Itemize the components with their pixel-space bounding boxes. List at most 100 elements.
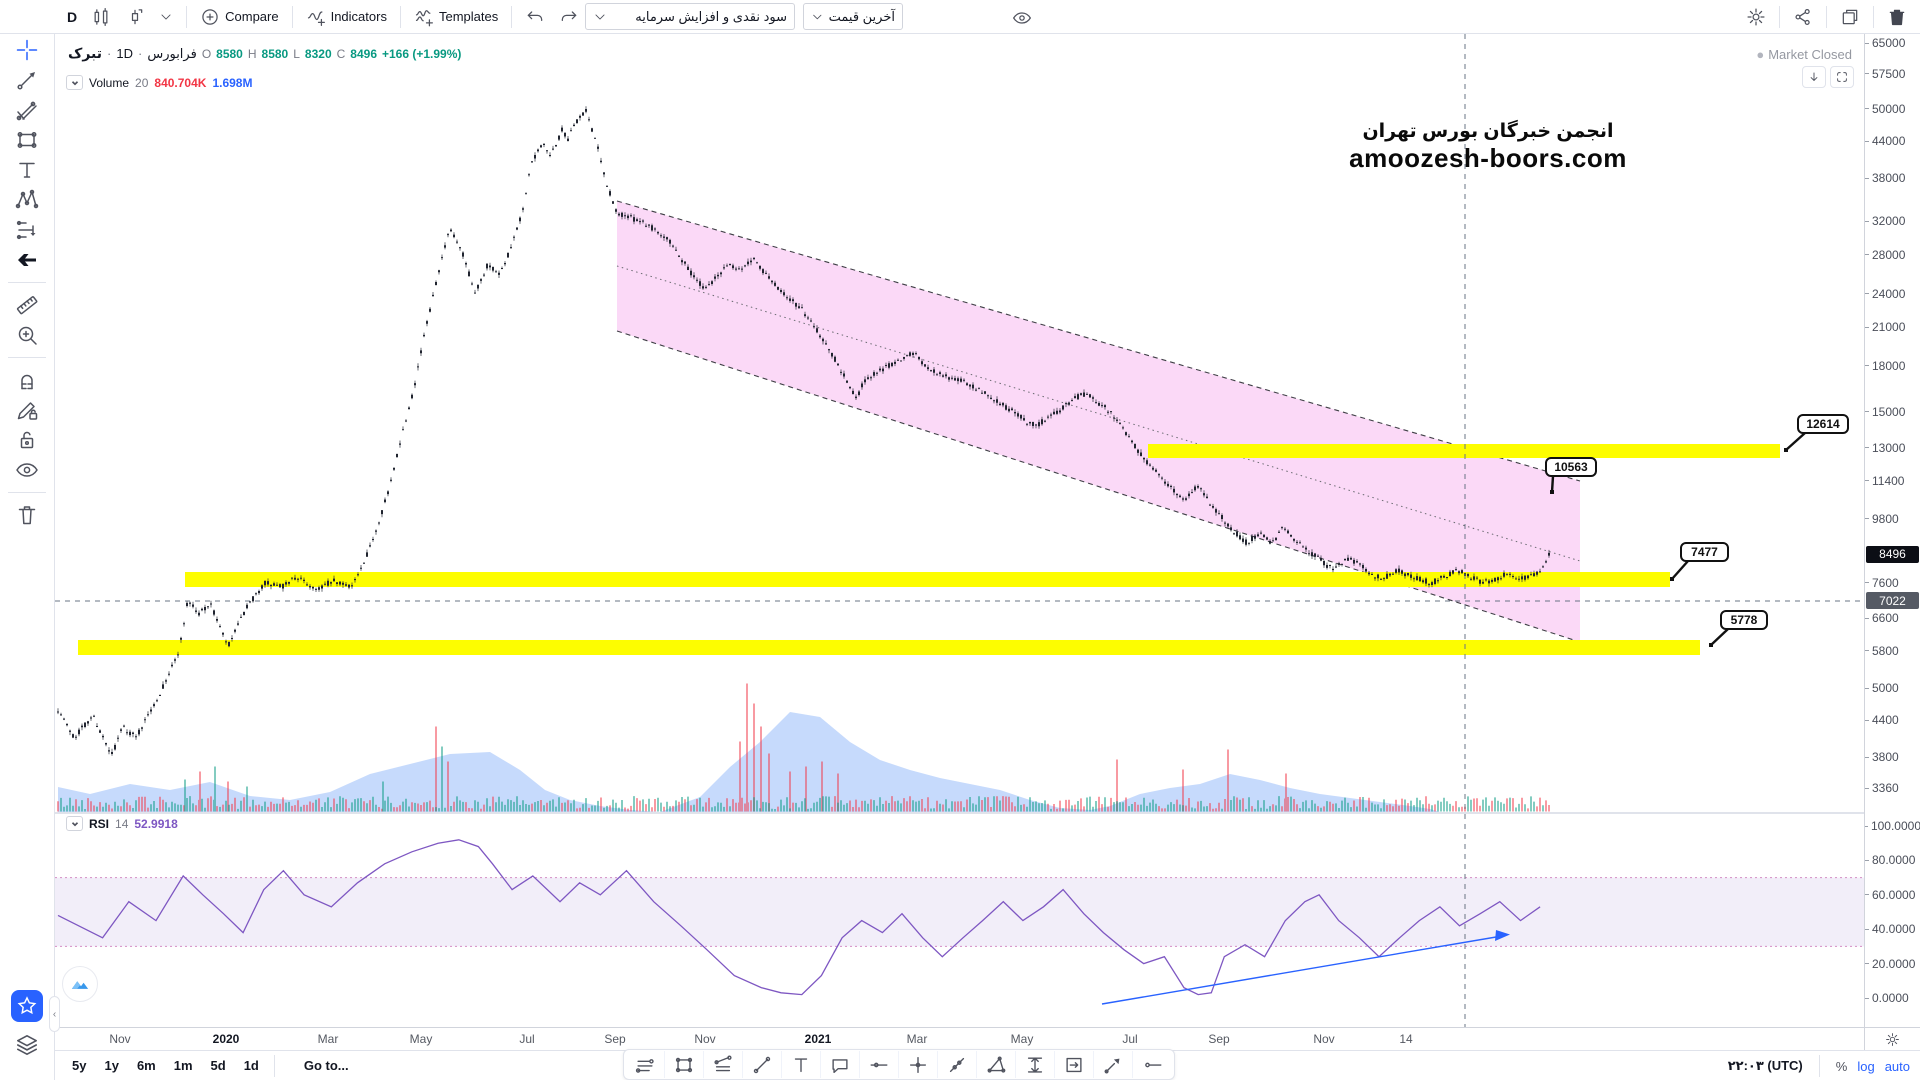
range-button-1m[interactable]: 1m [165, 1055, 202, 1076]
candle-style-icon [125, 7, 145, 27]
range-button-5d[interactable]: 5d [202, 1055, 235, 1076]
percent-scale-button[interactable]: % [1835, 1058, 1848, 1074]
arrow-marker-icon [1102, 1054, 1124, 1076]
lock-icon [15, 428, 39, 452]
gear-icon [1746, 7, 1766, 27]
info-line-tool-button[interactable] [938, 1051, 977, 1078]
pane-maximize-button[interactable] [1830, 66, 1854, 88]
horizontal-ray-tool-button[interactable] [1133, 1051, 1172, 1078]
svg-text:10563: 10563 [1554, 460, 1588, 474]
range-button-6m[interactable]: 6m [128, 1055, 165, 1076]
site-logo-button[interactable] [62, 966, 98, 1002]
drawing-mode-tool[interactable] [8, 396, 46, 424]
log-scale-button[interactable]: log [1857, 1058, 1875, 1074]
toolbar-right-group [1739, 0, 1914, 34]
horizontal-line-tool-button[interactable] [860, 1051, 899, 1078]
svg-text:7477: 7477 [1691, 545, 1718, 559]
range-button-1y[interactable]: 1y [95, 1055, 127, 1076]
price-tick: 13000 [1865, 441, 1920, 455]
xabcd-pattern-tool[interactable] [8, 186, 46, 214]
price-tick: 65000 [1865, 36, 1920, 50]
crosshair-price-badge: 7022 [1866, 592, 1919, 609]
back-arrow-tool[interactable] [8, 246, 46, 274]
favorites-star-button[interactable] [11, 990, 43, 1022]
pencil-lock-icon [15, 398, 39, 422]
interval-button[interactable]: D [60, 3, 84, 31]
parallel-channel-tool-button[interactable] [626, 1051, 665, 1078]
text-tool-button[interactable] [782, 1051, 821, 1078]
dividends-dropdown[interactable]: سود نقدی و افزایش سرمایه [585, 3, 795, 30]
chart-style-candles-button[interactable] [84, 3, 118, 31]
indicators-button[interactable]: Indicators [299, 3, 394, 31]
legend-interval[interactable]: 1D [116, 46, 133, 61]
hide-drawings-tool[interactable] [8, 456, 46, 484]
undo-button[interactable] [518, 3, 552, 31]
cross-line-icon [907, 1054, 929, 1076]
range-button-5y[interactable]: 5y [63, 1055, 95, 1076]
toolbar-separator [1779, 6, 1780, 28]
volume-ma-area [58, 712, 1440, 812]
sidebar-collapse-handle[interactable]: ‹ [49, 996, 60, 1032]
last-price-dropdown[interactable]: آخرین قیمت [803, 3, 903, 30]
callout-tool-button[interactable] [821, 1051, 860, 1078]
trend-line-tool-button[interactable] [743, 1051, 782, 1078]
goto-date-button[interactable]: Go to... [295, 1055, 358, 1076]
undo-icon [525, 7, 545, 27]
layout-button[interactable] [1833, 3, 1867, 31]
bottom-toolbar: 5y 1y 6m 1m 5d 1d Go to... ۲۲:۰۳ (UTC) % log … [55, 1049, 1920, 1080]
symbol-name[interactable]: تبرک [68, 45, 103, 61]
horizontal-ray-icon [1142, 1054, 1164, 1076]
chart-canvas[interactable]: 12614 7477 5778 10563 تبرک · 1D · فرابورس O… [55, 34, 1864, 1027]
price-callout: 10563 [1545, 457, 1597, 494]
delete-button[interactable] [1880, 3, 1914, 31]
redo-button[interactable] [552, 3, 586, 31]
magnet-tool[interactable] [8, 366, 46, 394]
high-key: H [247, 47, 257, 61]
share-button[interactable] [1786, 3, 1820, 31]
pitchfork-tool[interactable] [8, 96, 46, 124]
price-tick: 50000 [1865, 102, 1920, 116]
compare-button[interactable]: Compare [193, 3, 285, 31]
remove-drawings-tool[interactable] [8, 501, 46, 529]
settings-button[interactable] [1739, 3, 1773, 31]
shapes-tool[interactable] [8, 126, 46, 154]
range-button-1d[interactable]: 1d [235, 1055, 268, 1076]
time-axis[interactable]: Nov 2020 Mar May Jul Sep Nov 2021 Mar May Jul Sep No… [55, 1027, 1864, 1050]
arrow-marker-tool-button[interactable] [1094, 1051, 1133, 1078]
lock-drawings-tool[interactable] [8, 426, 46, 454]
indicators-icon [306, 7, 326, 27]
clock-timezone-button[interactable]: ۲۲:۰۳ (UTC) [1727, 1058, 1803, 1073]
chart-drawing-surface[interactable]: 12614 7477 5778 10563 [55, 34, 1864, 1027]
triangle-pattern-tool-button[interactable] [977, 1051, 1016, 1078]
time-tick: Nov [694, 1032, 716, 1046]
shapes-icon [15, 128, 39, 152]
crosshair-tool[interactable] [8, 36, 46, 64]
chart-style-alt-button[interactable] [118, 3, 152, 31]
visibility-eye-button[interactable] [1005, 4, 1039, 32]
star-icon [17, 996, 37, 1015]
trash-outline-icon [15, 503, 39, 527]
date-range-tool-button[interactable] [1055, 1051, 1094, 1078]
object-tree-button[interactable] [14, 1032, 40, 1061]
templates-icon [414, 7, 434, 27]
rsi-legend-chevron[interactable] [66, 816, 83, 831]
cross-line-tool-button[interactable] [899, 1051, 938, 1078]
magnet-icon [15, 368, 39, 392]
style-menu-button[interactable] [152, 3, 180, 31]
forecast-tool[interactable] [8, 216, 46, 244]
templates-button[interactable]: Templates [407, 3, 505, 31]
zoom-in-tool[interactable] [8, 321, 46, 349]
price-axis[interactable]: 65000 57500 50000 44000 38000 32000 28000 24000… [1864, 34, 1920, 1027]
disjoint-channel-tool-button[interactable] [704, 1051, 743, 1078]
volume-legend-chevron[interactable] [66, 75, 83, 90]
auto-scale-button[interactable]: auto [1884, 1058, 1910, 1074]
text-tool[interactable] [8, 156, 46, 184]
measure-ruler-tool[interactable] [8, 291, 46, 319]
axis-settings-corner[interactable] [1864, 1027, 1920, 1050]
pane-move-down-button[interactable] [1802, 66, 1826, 88]
trend-line-tool[interactable] [8, 66, 46, 94]
rectangle-tool-button[interactable] [665, 1051, 704, 1078]
price-range-tool-button[interactable] [1016, 1051, 1055, 1078]
sidebar-separator [8, 357, 46, 358]
toolbar-separator [291, 5, 293, 28]
